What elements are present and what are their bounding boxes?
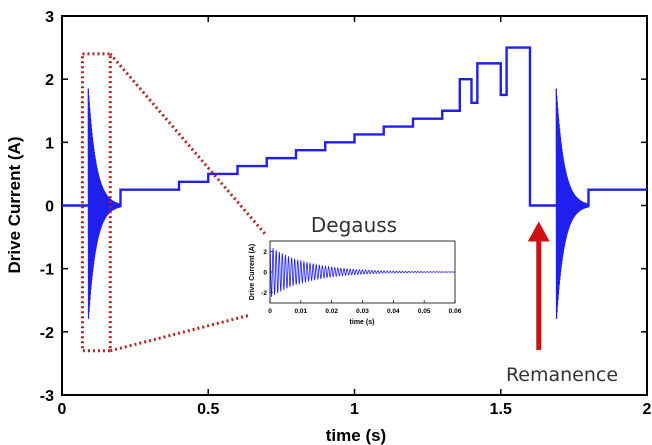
- degauss-burst: [555, 88, 590, 319]
- inset-y-tick-label: 2: [263, 249, 267, 256]
- main-y-tick-label: 1: [45, 135, 54, 152]
- inset-x-ticks: 0 0.01 0.02 0.03 0.04 0.05 0.06: [268, 300, 462, 315]
- main-y-tick-label: -2: [40, 325, 54, 342]
- main-x-tick-label: 1: [350, 401, 359, 418]
- main-x-ticks: 0 0.5 1 1.5 2: [58, 16, 652, 418]
- inset-x-tick-label: 0: [268, 308, 272, 315]
- remanence-annotation: Remanence: [506, 221, 618, 386]
- inset-x-tick-label: 0.01: [295, 308, 308, 315]
- main-y-tick-label: 2: [45, 72, 54, 89]
- degauss-inset: -2 0 2 0 0.01 0.02 0.03 0.04 0.05 0.06 Degauss D…: [248, 213, 463, 329]
- zoom-box: [80, 52, 112, 353]
- inset-title: Degauss: [311, 213, 397, 237]
- main-x-tick-label: 0.5: [197, 401, 219, 418]
- main-plot-area: -3 -2 -1 0 1 2 3 0 0.5 1 1.5 2: [40, 9, 652, 418]
- main-x-tick-label: 1.5: [490, 401, 512, 418]
- inset-x-tick-label: 0.02: [325, 308, 338, 315]
- y-axis-title: Drive Current (A): [5, 137, 24, 274]
- remanence-arrow-head: [527, 221, 550, 242]
- inset-x-axis-title: time (s): [350, 319, 375, 326]
- zoom-connector-bottom: [109, 309, 267, 353]
- inset-x-tick-label: 0.03: [356, 308, 369, 315]
- x-axis-title: time (s): [326, 426, 386, 445]
- inset-x-tick-label: 0.04: [387, 308, 400, 315]
- main-y-tick-label: 0: [45, 199, 54, 216]
- drive-current-trace: [62, 46, 647, 207]
- main-x-tick-label: 2: [643, 401, 652, 418]
- inset-background: [248, 237, 463, 329]
- main-y-tick-label: -1: [40, 262, 54, 279]
- inset-x-tick-label: 0.06: [449, 308, 462, 315]
- inset-x-tick-label: 0.05: [418, 308, 431, 315]
- main-y-tick-label: 3: [45, 9, 54, 26]
- remanence-label: Remanence: [506, 364, 618, 386]
- main-x-tick-label: 0: [58, 401, 67, 418]
- degauss-burst: [87, 88, 122, 319]
- inset-y-axis-title: Drive Current (A): [249, 244, 256, 300]
- inset-y-tick-label: -2: [261, 290, 267, 297]
- degauss-bursts: [87, 88, 590, 319]
- zoom-callout: [80, 52, 268, 353]
- zoom-connector-top: [109, 52, 268, 236]
- inset-degauss-trace: [269, 246, 455, 297]
- inset-y-tick-label: 0: [263, 270, 267, 277]
- main-y-tick-label: -3: [40, 388, 54, 405]
